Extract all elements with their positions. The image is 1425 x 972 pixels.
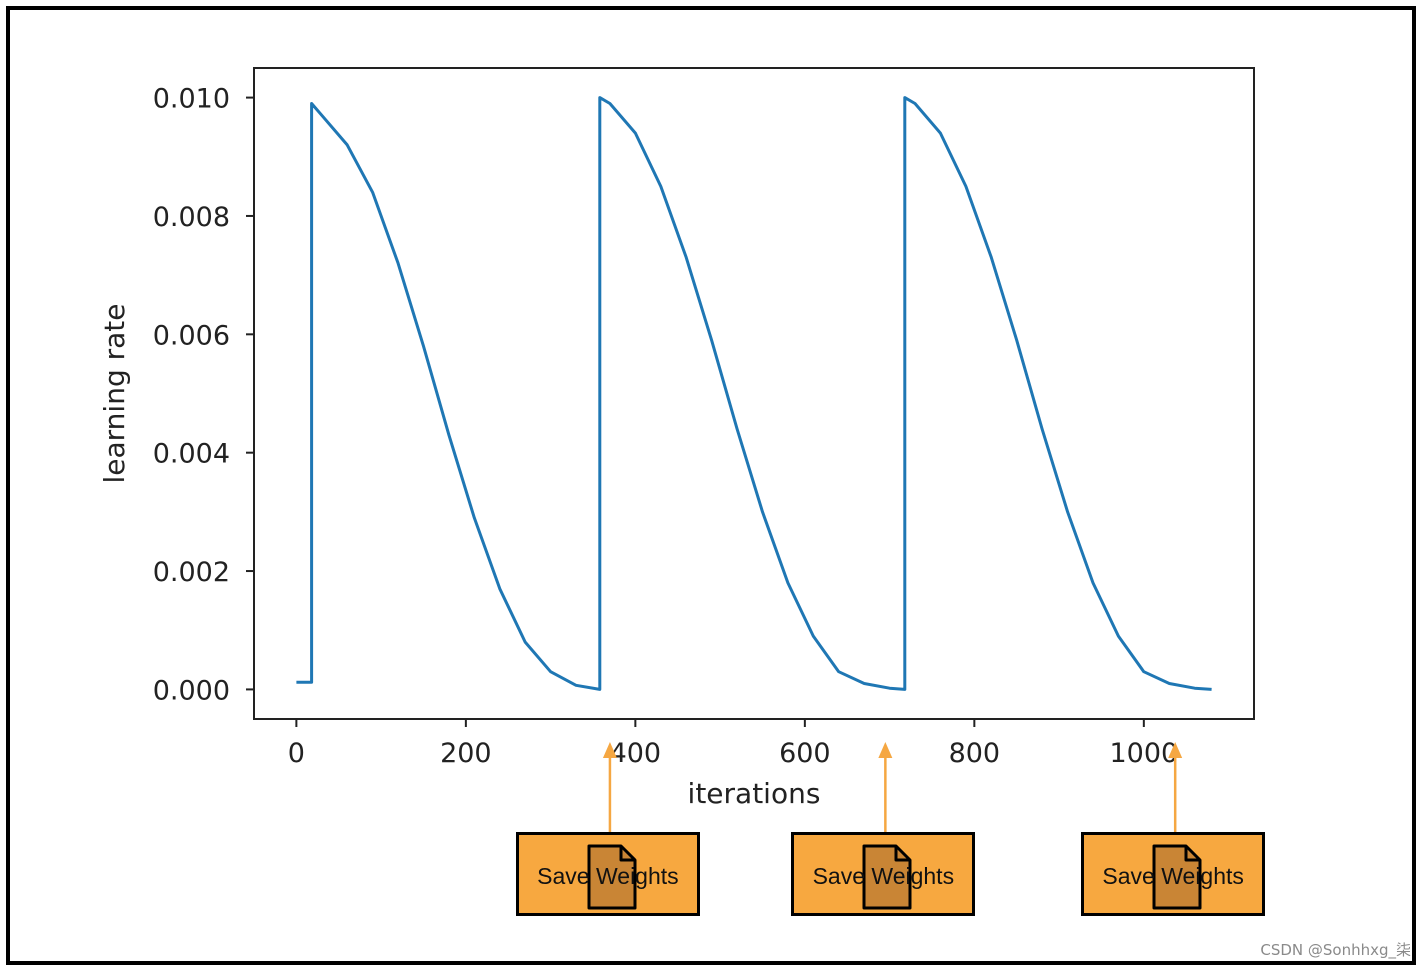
plot-layer: 0 200 400 600 800 1000 0.000 0.002 0.004 0.006 0.0… xyxy=(98,67,1255,810)
x-tick-label: 1000 xyxy=(1109,738,1178,769)
y-tick-label: 0.006 xyxy=(153,320,230,351)
x-tick-label: 400 xyxy=(610,738,662,769)
document-icon xyxy=(862,844,912,910)
save-weights-label: Save Weights xyxy=(537,863,679,889)
y-tick-label: 0.008 xyxy=(153,202,230,233)
x-tick-label: 0 xyxy=(288,738,305,769)
save-weights-label: Save Weights xyxy=(1102,863,1244,889)
save-weights-box: Save Weights xyxy=(791,832,976,916)
series-line xyxy=(296,96,1212,691)
y-axis-label: learning rate xyxy=(98,303,131,483)
x-axis-label: iterations xyxy=(688,777,821,810)
annotation-arrows xyxy=(602,742,1183,833)
x-tick-label: 200 xyxy=(440,738,492,769)
watermark: CSDN @Sonhhxg_柒 xyxy=(1260,941,1411,959)
y-tick-label: 0.010 xyxy=(153,84,230,115)
x-tick-label: 800 xyxy=(949,738,1001,769)
y-tick-label: 0.004 xyxy=(153,439,230,470)
y-tick-label: 0.002 xyxy=(153,557,230,588)
save-weights-label: Save Weights xyxy=(812,863,955,889)
y-tick-label: 0.000 xyxy=(153,675,230,706)
save-weights-box: Save Weights xyxy=(515,832,700,916)
save-weights-box: Save Weights xyxy=(1081,832,1266,916)
annotation-arrow-head xyxy=(1168,742,1183,758)
annotation-arrow-head xyxy=(878,742,893,758)
plot-area-frame xyxy=(253,67,1255,720)
document-icon xyxy=(587,844,637,910)
x-tick-label: 600 xyxy=(779,738,831,769)
figure-frame xyxy=(6,6,1416,965)
document-icon xyxy=(1152,844,1202,910)
annotation-arrow-head xyxy=(602,742,617,758)
